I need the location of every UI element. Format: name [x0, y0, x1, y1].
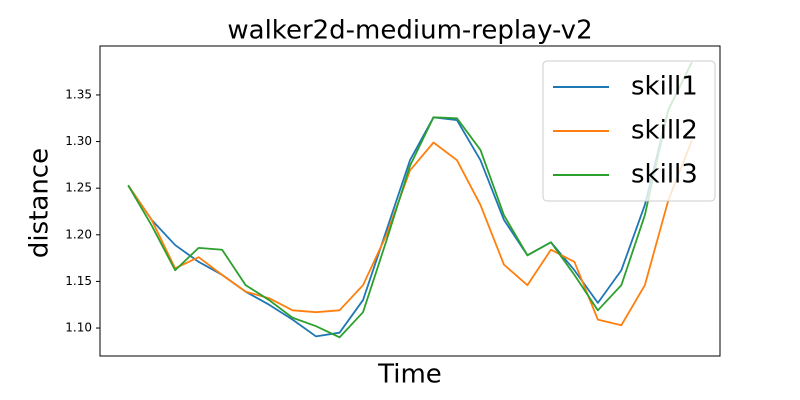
legend-box — [542, 60, 716, 202]
plot-frame — [99, 45, 721, 357]
y-tick-label: 1.10 — [65, 321, 92, 335]
legend-label: skill2 — [631, 116, 698, 146]
x-axis-label: Time — [377, 360, 442, 390]
y-tick-label: 1.15 — [65, 274, 92, 288]
legend-label: skill3 — [631, 160, 698, 190]
y-tick-label: 1.25 — [65, 181, 92, 195]
y-tick-label: 1.35 — [65, 87, 92, 101]
line-series — [127, 140, 693, 327]
legend-label: skill1 — [631, 72, 698, 102]
y-axis-label: distance — [25, 148, 55, 258]
line-series — [127, 61, 693, 339]
chart-title: walker2d-medium-replay-v2 — [227, 16, 592, 46]
y-tick-label: 1.20 — [65, 227, 92, 241]
y-tick-label: 1.30 — [65, 134, 92, 148]
